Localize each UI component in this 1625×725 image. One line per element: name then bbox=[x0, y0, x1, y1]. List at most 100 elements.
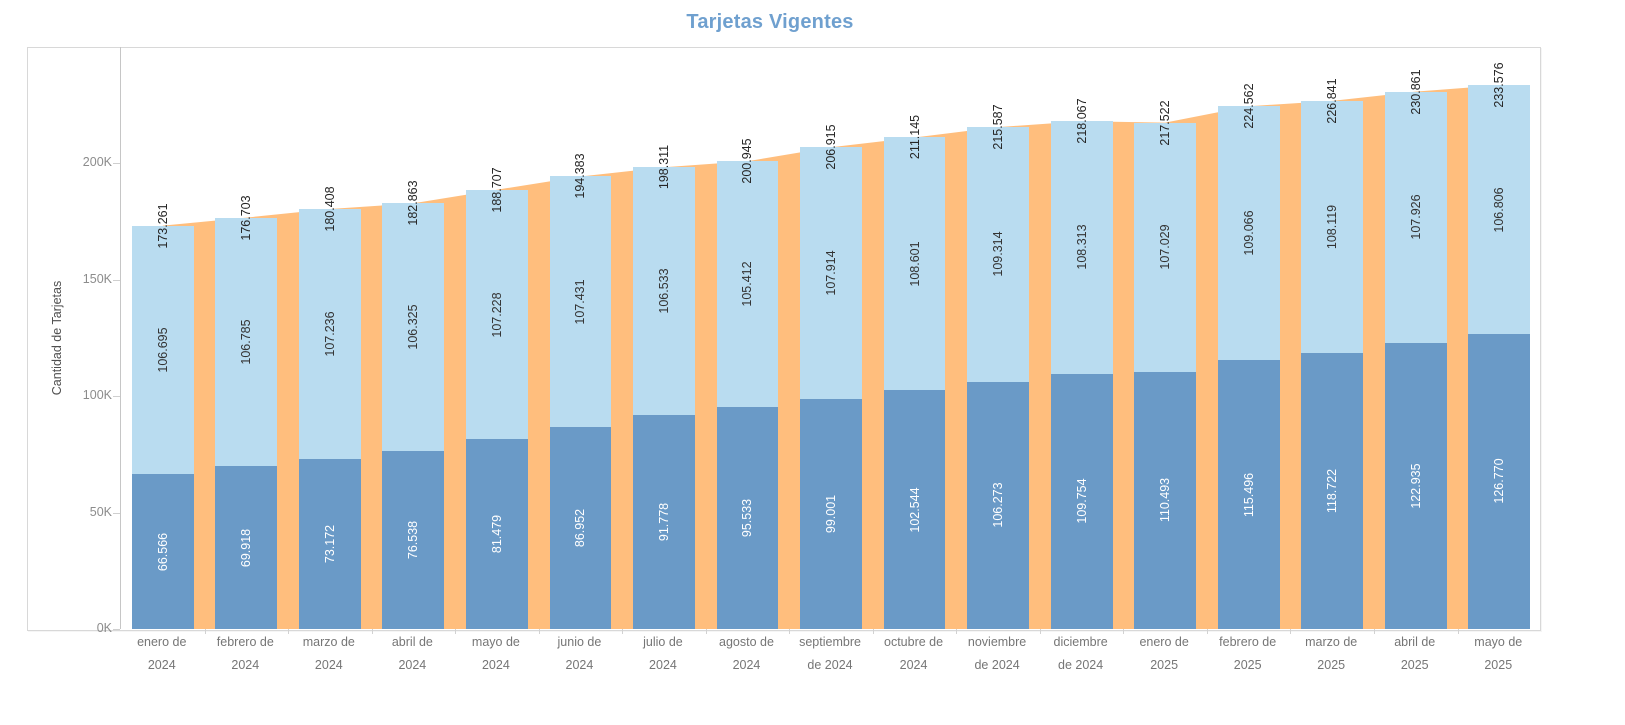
bar-segment-top[interactable] bbox=[1384, 91, 1447, 343]
top-segment-value-label: 107.926 bbox=[1408, 194, 1423, 240]
x-axis-label: octubre de 2024 bbox=[872, 631, 956, 677]
bar-segment-bottom[interactable] bbox=[131, 474, 194, 629]
stacked-bar[interactable]: 95.533 105.412 200.945 bbox=[716, 47, 779, 629]
bar-segment-top[interactable] bbox=[716, 161, 779, 407]
stacked-bar[interactable]: 102.544 108.601 211.145 bbox=[883, 47, 946, 629]
stacked-bar[interactable]: 76.538 106.325 182.863 bbox=[382, 47, 445, 629]
bar-segment-bottom[interactable] bbox=[1468, 333, 1531, 629]
bar-segment-bottom[interactable] bbox=[465, 439, 528, 629]
total-value-label: 194.383 bbox=[573, 153, 588, 200]
bar-segment-top[interactable] bbox=[1134, 122, 1197, 372]
bar-segment-bottom[interactable] bbox=[298, 458, 361, 629]
x-axis-label-line2: 2024 bbox=[565, 658, 594, 672]
x-tick-mark bbox=[371, 629, 373, 634]
y-tick-label: 150K bbox=[82, 271, 112, 286]
bar-segment-bottom[interactable] bbox=[1050, 373, 1113, 629]
bar-segment-top[interactable] bbox=[800, 147, 862, 399]
bar-segment-top[interactable] bbox=[298, 209, 361, 459]
total-value-label: 188.707 bbox=[489, 167, 504, 213]
bar-segment-bottom[interactable] bbox=[1217, 360, 1280, 629]
top-segment-value-label: 106.806 bbox=[1492, 186, 1507, 233]
x-tick-mark bbox=[1039, 629, 1041, 634]
total-value-label: 182.863 bbox=[406, 180, 421, 226]
x-axis-label: abril de 2025 bbox=[1373, 631, 1457, 677]
x-axis-label-line2: 2024 bbox=[231, 658, 260, 672]
x-axis-label: septiembre de 2024 bbox=[788, 631, 872, 677]
bar-segment-top[interactable] bbox=[1217, 106, 1280, 361]
total-value-label: 233.576 bbox=[1492, 62, 1507, 108]
bar-segment-bottom[interactable] bbox=[633, 415, 695, 629]
bar-segment-top[interactable] bbox=[215, 217, 278, 467]
bar-segment-bottom[interactable] bbox=[382, 450, 445, 629]
bar-segment-bottom[interactable] bbox=[1384, 342, 1447, 629]
x-tick-mark bbox=[1206, 629, 1208, 634]
month-slot: 99.001 107.914 206.915 bbox=[789, 47, 873, 629]
stacked-bar[interactable]: 66.566 106.695 173.261 bbox=[131, 47, 194, 629]
x-axis-label: mayo de 2025 bbox=[1457, 631, 1541, 677]
x-tick-mark bbox=[455, 629, 457, 634]
stacked-bar[interactable]: 110.493 107.029 217.522 bbox=[1134, 47, 1197, 629]
stacked-bar[interactable]: 91.778 106.533 198.311 bbox=[633, 47, 695, 629]
bottom-segment-value-label: 76.538 bbox=[406, 520, 421, 560]
bottom-segment-value-label: 91.778 bbox=[656, 503, 671, 542]
x-axis-label: marzo de 2025 bbox=[1289, 631, 1373, 677]
top-segment-value-label: 107.914 bbox=[824, 250, 838, 296]
top-segment-value-label: 105.412 bbox=[740, 261, 755, 307]
bar-segment-bottom[interactable] bbox=[883, 390, 946, 629]
stacked-bar[interactable]: 73.172 107.236 180.408 bbox=[298, 47, 361, 629]
stacked-bar[interactable]: 69.918 106.785 176.703 bbox=[215, 47, 278, 629]
x-tick-mark bbox=[872, 629, 874, 634]
bar-segment-top[interactable] bbox=[1050, 121, 1113, 374]
month-slot: 73.172 107.236 180.408 bbox=[288, 47, 372, 629]
x-tick-mark bbox=[204, 629, 206, 634]
bar-segment-bottom[interactable] bbox=[215, 466, 278, 629]
x-tick-mark bbox=[956, 629, 958, 634]
bar-segment-top[interactable] bbox=[131, 225, 194, 475]
bar-segment-top[interactable] bbox=[382, 203, 445, 451]
x-axis-label-line1: marzo de bbox=[302, 635, 355, 649]
bar-segment-bottom[interactable] bbox=[549, 426, 612, 629]
bar-segment-bottom[interactable] bbox=[716, 406, 779, 629]
month-slot: 102.544 108.601 211.145 bbox=[873, 47, 957, 629]
bar-segment-top[interactable] bbox=[549, 176, 612, 427]
stacked-bar[interactable]: 115.496 109.066 224.562 bbox=[1217, 47, 1280, 629]
stacked-bar[interactable]: 86.952 107.431 194.383 bbox=[549, 47, 612, 629]
x-axis-label: junio de 2024 bbox=[538, 631, 622, 677]
sheet-border bbox=[27, 47, 1541, 631]
x-axis-label: febrero de 2025 bbox=[1206, 631, 1290, 677]
stacked-bar[interactable]: 109.754 108.313 218.067 bbox=[1050, 47, 1113, 629]
x-axis-label-line2: 2024 bbox=[147, 658, 176, 672]
total-value-label: 180.408 bbox=[322, 186, 337, 232]
bottom-segment-value-label: 95.533 bbox=[740, 498, 755, 537]
total-value-label: 198.311 bbox=[656, 145, 671, 190]
total-value-label: 173.261 bbox=[155, 203, 170, 249]
x-axis-label: noviembre de 2024 bbox=[955, 631, 1039, 677]
x-axis-label-line1: septiembre bbox=[799, 635, 861, 649]
bar-segment-bottom[interactable] bbox=[1301, 352, 1364, 629]
bar-segment-top[interactable] bbox=[1301, 100, 1364, 353]
bar-segment-bottom[interactable] bbox=[967, 381, 1029, 629]
stacked-bar[interactable]: 106.273 109.314 215.587 bbox=[967, 47, 1029, 629]
bar-segment-top[interactable] bbox=[1468, 85, 1531, 334]
x-axis-label-line2: 2025 bbox=[1400, 658, 1429, 672]
stacked-bar[interactable]: 81.479 107.228 188.707 bbox=[465, 47, 528, 629]
top-segment-value-label: 109.066 bbox=[1241, 210, 1256, 256]
bar-segment-top[interactable] bbox=[967, 127, 1029, 382]
bar-segment-bottom[interactable] bbox=[1134, 371, 1197, 629]
x-axis-label: diciembre de 2024 bbox=[1039, 631, 1123, 677]
stacked-bar[interactable]: 122.935 107.926 230.861 bbox=[1384, 47, 1447, 629]
y-tick-mark bbox=[113, 163, 120, 165]
bottom-segment-value-label: 69.918 bbox=[239, 528, 254, 567]
bar-segment-top[interactable] bbox=[465, 189, 528, 440]
bar-segment-top[interactable] bbox=[883, 137, 946, 391]
bar-segment-top[interactable] bbox=[633, 167, 695, 416]
x-axis-label-line1: diciembre bbox=[1053, 635, 1108, 649]
stacked-bar[interactable]: 126.770 106.806 233.576 bbox=[1468, 47, 1531, 629]
plot-area: 66.566 106.695 173.261 69.918 106.785 176.703… bbox=[120, 47, 1541, 634]
stacked-bar[interactable]: 118.722 108.119 226.841 bbox=[1301, 47, 1364, 629]
bottom-segment-value-label: 81.479 bbox=[489, 515, 504, 554]
top-segment-value-label: 106.785 bbox=[239, 319, 254, 365]
stacked-bar[interactable]: 99.001 107.914 206.915 bbox=[800, 47, 862, 629]
bar-segment-bottom[interactable] bbox=[800, 398, 862, 629]
month-slot: 66.566 106.695 173.261 bbox=[121, 47, 205, 629]
